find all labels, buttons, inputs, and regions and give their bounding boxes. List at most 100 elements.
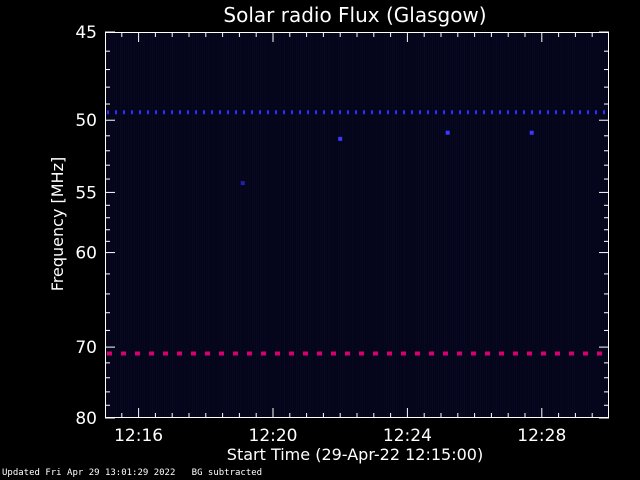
noise-stripe [318, 33, 319, 417]
noise-stripe [412, 33, 413, 417]
noise-stripe [320, 33, 321, 417]
noise-stripe [604, 33, 605, 417]
x-tick-label: 12:16 [114, 426, 163, 446]
noise-stripe [406, 33, 407, 417]
noise-stripe [262, 33, 263, 417]
noise-stripe [432, 33, 433, 417]
noise-stripe [526, 33, 527, 417]
noise-stripe [594, 33, 595, 417]
noise-stripe [586, 33, 587, 417]
noise-stripe [564, 33, 565, 417]
noise-stripe [552, 33, 553, 417]
noise-stripe [384, 33, 385, 417]
noise-stripe [458, 33, 459, 417]
noise-stripe [408, 33, 409, 417]
noise-stripe [174, 33, 175, 417]
footer: Updated Fri Apr 29 13:01:29 2022 BG subt… [2, 468, 262, 478]
noise-stripe [350, 33, 351, 417]
updated-text: Updated Fri Apr 29 13:01:29 2022 [2, 468, 176, 478]
noise-stripe [584, 33, 585, 417]
noise-stripe [492, 33, 493, 417]
noise-stripe [534, 33, 535, 417]
noise-stripe [442, 33, 443, 417]
noise-stripe [244, 33, 245, 417]
noise-stripe [404, 33, 405, 417]
x-tick-label: 12:24 [383, 426, 432, 446]
noise-stripe [486, 33, 487, 417]
noise-stripe [380, 33, 381, 417]
noise-stripe [352, 33, 353, 417]
noise-stripe [208, 33, 209, 417]
noise-stripe [554, 33, 555, 417]
noise-stripe [456, 33, 457, 417]
noise-stripe [606, 33, 607, 417]
persistent-lines [107, 110, 607, 356]
noise-stripe [194, 33, 195, 417]
noise-stripe [422, 33, 423, 417]
noise-stripe [284, 33, 285, 417]
noise-stripe [370, 33, 371, 417]
noise-stripe [364, 33, 365, 417]
noise-stripe [522, 33, 523, 417]
noise-stripe [388, 33, 389, 417]
noise-stripe [354, 33, 355, 417]
noise-stripe [446, 33, 447, 417]
spot [338, 136, 343, 141]
noise-stripe [378, 33, 379, 417]
noise-stripe [198, 33, 199, 417]
noise-stripe [348, 33, 349, 417]
noise-stripe [576, 33, 577, 417]
noise-stripe [330, 33, 331, 417]
noise-stripe [434, 33, 435, 417]
noise-stripe [502, 33, 503, 417]
noise-stripe [508, 33, 509, 417]
noise-stripe [470, 33, 471, 417]
noise-stripe [314, 33, 315, 417]
noise-stripe [466, 33, 467, 417]
plot-area [105, 32, 609, 418]
noise-stripe [176, 33, 177, 417]
noise-stripe [504, 33, 505, 417]
noise-stripe [152, 33, 153, 417]
noise-stripe [402, 33, 403, 417]
noise-stripe [582, 33, 583, 417]
noise-stripe [218, 33, 219, 417]
noise-stripe [440, 33, 441, 417]
noise-stripe [322, 33, 323, 417]
noise-stripe [514, 33, 515, 417]
noise-stripe [312, 33, 313, 417]
noise-stripe [444, 33, 445, 417]
noise-stripe [414, 33, 415, 417]
noise-stripe [538, 33, 539, 417]
noise-stripe [512, 33, 513, 417]
noise-stripe [122, 33, 123, 417]
noise-stripe [482, 33, 483, 417]
noise-stripe [180, 33, 181, 417]
noise-stripe [216, 33, 217, 417]
noise-stripe [192, 33, 193, 417]
noise-stripe [464, 33, 465, 417]
noise-stripe [560, 33, 561, 417]
noise-stripe [230, 33, 231, 417]
noise-stripe [544, 33, 545, 417]
noise-stripe [172, 33, 173, 417]
noise-stripe [140, 33, 141, 417]
noise-stripe [566, 33, 567, 417]
bg-note: BG subtracted [191, 468, 263, 478]
noise-stripe [532, 33, 533, 417]
noise-stripe [286, 33, 287, 417]
noise-stripe [128, 33, 129, 417]
noise-stripe [160, 33, 161, 417]
noise-stripe [256, 33, 257, 417]
noise-stripe [574, 33, 575, 417]
noise-stripe [344, 33, 345, 417]
noise-stripe [224, 33, 225, 417]
noise-stripe [168, 33, 169, 417]
noise-stripe [596, 33, 597, 417]
noise-stripe [386, 33, 387, 417]
noise-stripe [136, 33, 137, 417]
noise-stripe [542, 33, 543, 417]
noise-stripe [258, 33, 259, 417]
noise-stripe [252, 33, 253, 417]
noise-stripe [398, 33, 399, 417]
